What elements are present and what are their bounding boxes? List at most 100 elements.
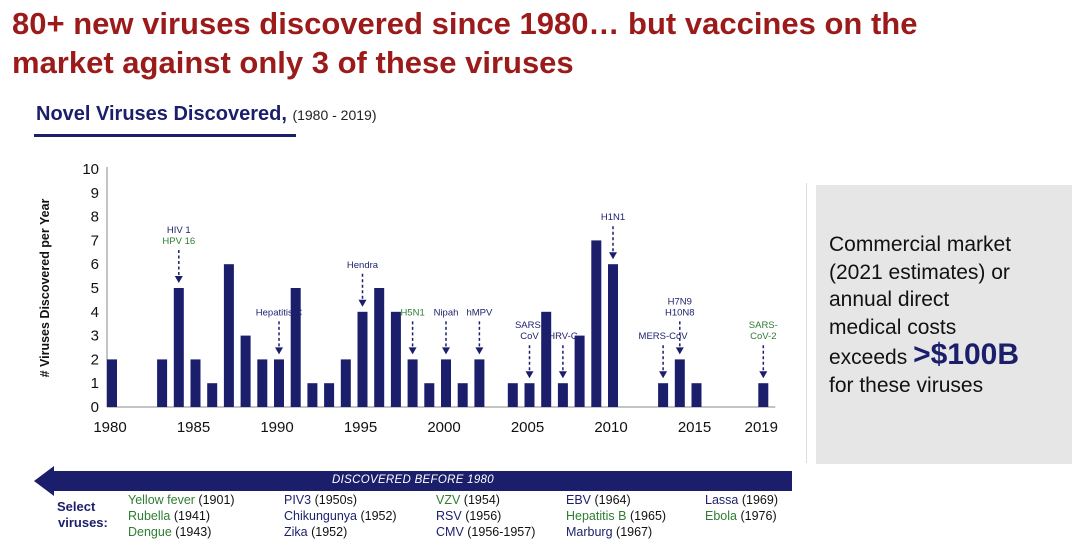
virus-name: PIV3 [284, 493, 312, 507]
bar-1999 [424, 383, 435, 407]
bar-2004 [507, 383, 518, 407]
callout-line-5: exceeds >$100B [829, 340, 1069, 372]
bar-1990 [274, 359, 284, 407]
y-tick-label: 6 [91, 256, 99, 273]
x-tick-label: 2005 [511, 419, 544, 436]
callout-line-1: Commercial market [829, 233, 1012, 256]
y-tick-label: 7 [91, 232, 99, 249]
x-tick-label: 2010 [594, 419, 627, 436]
bar-1983 [157, 359, 168, 407]
annotation-label: H10N8 [665, 307, 695, 318]
x-tick-label: 2015 [678, 419, 711, 436]
x-tick-label: 1990 [260, 419, 293, 436]
bar-2005 [524, 383, 535, 407]
left-arrow-icon [34, 466, 792, 496]
virus-entry: EBV (1964) [566, 492, 666, 508]
virus-year: (1956) [465, 509, 502, 523]
x-tick-label: 1985 [177, 419, 210, 436]
virus-year: (1952) [311, 525, 348, 539]
x-tick-label: 1995 [344, 419, 377, 436]
select-label-line-2: viruses: [58, 515, 108, 530]
annotation-label: HIV 1 [167, 225, 191, 236]
virus-year: (1901) [198, 493, 235, 507]
virus-entry: CMV (1956-1957) [436, 524, 535, 540]
bar-1986 [207, 383, 218, 407]
virus-entry: Lassa (1969) [705, 492, 778, 508]
callout-line-2: (2021 estimates) or [829, 260, 1010, 284]
select-label-line-1: Select [57, 499, 96, 514]
bar-1997 [390, 311, 401, 407]
market-callout: Commercial market (2021 estimates) or an… [816, 185, 1072, 464]
bar-2000 [441, 359, 451, 407]
virus-entry: Chikungunya (1952) [284, 508, 397, 524]
annotation-label: Nipah [434, 307, 459, 318]
annotation-arrowhead-icon [659, 371, 668, 379]
x-tick-label: 1980 [93, 419, 126, 436]
virus-year: (1950s) [314, 493, 357, 507]
callout-exceeds: exceeds [829, 346, 908, 369]
virus-year: (1976) [740, 509, 777, 523]
select-viruses-label: Select viruses: [57, 499, 108, 531]
virus-name: EBV [566, 493, 592, 507]
annotation-arrowhead-icon [408, 347, 417, 355]
virus-name: Yellow fever [128, 493, 195, 507]
bar-1980 [107, 359, 117, 407]
discovered-before-arrow: DISCOVERED BEFORE 1980 [34, 466, 792, 496]
virus-year: (1964) [594, 493, 631, 507]
virus-name: RSV [436, 509, 462, 523]
virus-column-1: Yellow fever (1901) Rubella (1941) Dengue … [128, 492, 235, 540]
virus-year: (1967) [616, 525, 653, 539]
virus-entry: PIV3 (1950s) [284, 492, 397, 508]
callout-line-4: medical costs [829, 315, 957, 339]
virus-entry: Ebola (1976) [705, 508, 778, 524]
virus-entry: Yellow fever (1901) [128, 492, 235, 508]
y-tick-label: 5 [91, 280, 99, 297]
annotation-label: CoV [520, 331, 539, 342]
bar-2009 [591, 240, 602, 407]
annotation-arrowhead-icon [475, 347, 484, 355]
annotation-label: H1N1 [601, 212, 625, 223]
annotation-label: H5N1 [400, 307, 424, 318]
bar-2014 [674, 359, 685, 407]
bar-2010 [608, 264, 618, 407]
virus-year: (1943) [175, 525, 212, 539]
chart-title-range: (1980 - 2019) [292, 107, 377, 123]
headline: 80+ new viruses discovered since 1980… b… [12, 4, 1072, 82]
bar-2001 [457, 383, 468, 407]
virus-name: CMV [436, 525, 464, 539]
bar-2006 [541, 311, 552, 407]
virus-entry: Zika (1952) [284, 524, 397, 540]
annotation-label: H7N9 [668, 296, 692, 307]
virus-name: Zika [284, 525, 308, 539]
virus-entry: VZV (1954) [436, 492, 535, 508]
y-axis-label: # Viruses Discovered per Year [38, 198, 52, 377]
chart-title-main: Novel Viruses Discovered, [36, 103, 287, 125]
y-tick-label: 8 [91, 209, 99, 226]
annotation-label: hMPV [466, 307, 493, 318]
virus-year: (1954) [463, 493, 500, 507]
headline-line-2: market against only 3 of these viruses [12, 45, 574, 80]
bar-2002 [474, 359, 485, 407]
virus-column-3: VZV (1954) RSV (1956) CMV (1956-1957) [436, 492, 535, 540]
bar-2015 [691, 383, 702, 407]
annotation-arrowhead-icon [675, 347, 684, 355]
y-tick-label: 4 [91, 304, 99, 321]
chart-title: Novel Viruses Discovered, (1980 - 2019) [36, 103, 377, 126]
bar-1998 [407, 359, 418, 407]
chart-separator [806, 183, 807, 463]
virus-entry: Hepatitis B (1965) [566, 508, 666, 524]
virus-year: (1956-1957) [467, 525, 536, 539]
virus-name: Chikungunya [284, 509, 357, 523]
annotation-arrowhead-icon [442, 347, 450, 355]
virus-column-5: Lassa (1969) Ebola (1976) [705, 492, 778, 524]
bar-1994 [340, 359, 351, 407]
title-underline [34, 134, 296, 137]
bar-1993 [324, 383, 335, 407]
y-tick-label: 9 [91, 185, 99, 202]
bar-2007 [557, 383, 568, 407]
y-tick-label: 0 [91, 399, 99, 416]
virus-entry: Dengue (1943) [128, 524, 235, 540]
virus-name: Marburg [566, 525, 613, 539]
annotation-arrowhead-icon [558, 371, 567, 379]
bar-chart: # Viruses Discovered per Year 0 1 2 3 4 5 6 7 8 9 1… [38, 161, 778, 436]
